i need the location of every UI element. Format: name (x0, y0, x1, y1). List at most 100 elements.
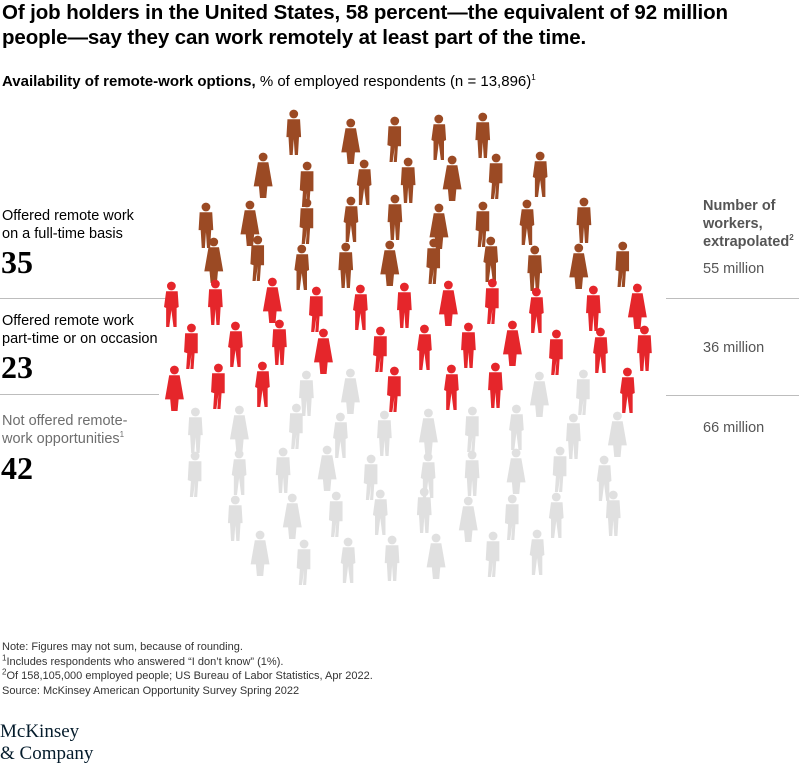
person-icon (529, 529, 545, 575)
person-icon (282, 493, 302, 539)
person-icon (529, 287, 544, 333)
person-icon (509, 404, 524, 450)
chart-title: Of job holders in the United States, 58 … (2, 1, 728, 49)
person-icon (461, 322, 476, 368)
category-label-line: Not offered remote- (2, 413, 128, 429)
divider (666, 298, 799, 299)
person-icon (363, 454, 378, 500)
workers-header: Number of workers, extrapolated2 (703, 197, 799, 251)
people-pictogram (164, 109, 652, 585)
person-icon (229, 405, 249, 451)
workers-value-parttime: 36 million (703, 340, 765, 356)
person-icon (187, 451, 202, 497)
footnote-line: Source: McKinsey American Opportunity Su… (2, 684, 300, 697)
person-icon (475, 112, 491, 158)
person-icon (250, 235, 265, 281)
person-icon (309, 286, 323, 332)
person-icon (483, 236, 499, 282)
person-icon (458, 496, 478, 542)
person-icon (475, 201, 490, 247)
person-icon (387, 366, 401, 412)
category-label-parttime: Offered remote work part-time or on occa… (2, 312, 167, 348)
person-icon (328, 491, 343, 537)
divider (0, 298, 167, 299)
person-icon (228, 321, 243, 367)
person-icon (227, 495, 243, 541)
footnote-mark: 2 (789, 233, 794, 243)
person-icon (552, 446, 567, 492)
person-icon (566, 413, 581, 459)
person-icon (576, 197, 592, 243)
person-icon (400, 157, 416, 203)
person-icon (204, 237, 224, 283)
person-icon (576, 369, 590, 415)
person-icon (416, 487, 432, 533)
person-icon (253, 152, 273, 198)
category-label-not-offered: Not offered remote- work opportunities1 (2, 412, 167, 448)
person-icon (373, 326, 387, 372)
person-icon (333, 412, 348, 458)
person-icon (488, 153, 503, 199)
person-icon (198, 202, 214, 248)
person-icon (338, 242, 354, 288)
person-icon (340, 368, 360, 414)
subtitle-rest: % of employed respondents (n = 13,896) (255, 73, 532, 90)
person-icon (593, 327, 608, 373)
person-icon (250, 530, 270, 576)
person-icon (240, 200, 260, 246)
mckinsey-logo: McKinsey & Company (0, 721, 94, 764)
person-icon (377, 410, 392, 456)
person-icon (231, 449, 247, 495)
person-icon (296, 539, 311, 585)
category-value-parttime: 23 (1, 349, 33, 385)
person-icon (417, 324, 432, 370)
person-icon (299, 198, 314, 244)
person-icon (548, 492, 564, 538)
person-icon (384, 535, 400, 581)
person-icon (299, 370, 314, 416)
workers-value-fulltime: 55 million (703, 261, 765, 277)
person-icon (527, 245, 543, 291)
person-icon (532, 151, 548, 197)
footnote-line: Note: Figures may not sum, because of ro… (2, 641, 243, 653)
person-icon (607, 411, 627, 457)
person-icon (211, 363, 225, 409)
divider (0, 394, 159, 395)
person-icon (442, 155, 462, 201)
person-icon (340, 537, 356, 583)
subtitle-bold: Availability of remote-work options, (2, 73, 256, 90)
person-icon (397, 282, 412, 328)
person-icon (353, 284, 368, 330)
person-icon (637, 325, 652, 371)
person-icon (299, 161, 314, 207)
person-icon (262, 277, 282, 323)
person-icon (313, 328, 333, 374)
category-label-line: Offered remote work (2, 313, 134, 329)
person-icon (164, 281, 179, 327)
person-icon (502, 320, 522, 366)
person-icon (341, 118, 361, 164)
person-icon (464, 450, 480, 496)
category-label-line: on a full-time basis (2, 226, 123, 242)
person-icon (343, 196, 359, 242)
category-label-line: part-time or on occasion (2, 331, 158, 347)
person-icon (164, 365, 184, 411)
person-icon (372, 489, 388, 535)
divider (666, 395, 799, 396)
footnote-mark: 1 (119, 430, 125, 440)
category-label-line: work opportunities (2, 431, 120, 447)
person-icon (627, 283, 647, 329)
person-icon (444, 364, 459, 410)
person-icon (465, 406, 479, 452)
category-label-line: Offered remote work (2, 208, 134, 224)
person-icon (504, 494, 519, 540)
workers-header-text: Number of workers, extrapolated (703, 198, 790, 250)
person-icon (596, 455, 612, 501)
category-value-fulltime: 35 (1, 244, 33, 280)
person-icon (488, 362, 503, 408)
category-label-fulltime: Offered remote work on a full-time basis (2, 207, 167, 243)
person-icon (380, 240, 400, 286)
person-icon (620, 367, 635, 413)
person-icon (317, 445, 337, 491)
person-icon (387, 116, 402, 162)
